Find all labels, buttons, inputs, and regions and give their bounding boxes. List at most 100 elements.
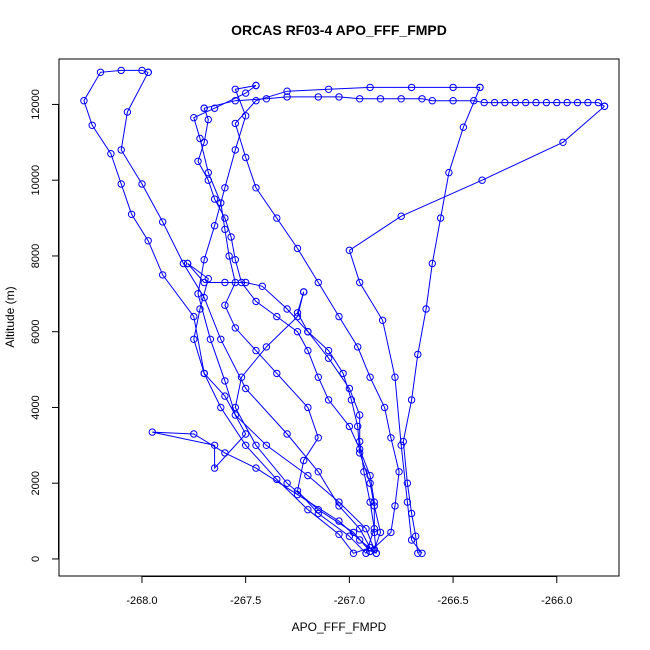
- data-point: [335, 498, 343, 506]
- data-point: [221, 225, 229, 234]
- data-point: [314, 509, 322, 518]
- data-point: [231, 403, 240, 412]
- data-point: [414, 549, 422, 557]
- data-point: [242, 441, 250, 449]
- y-tick-label: 0: [30, 556, 42, 562]
- data-point: [293, 244, 302, 253]
- data-point: [225, 252, 233, 260]
- data-point: [356, 437, 364, 446]
- y-axis-title: Altitude (m): [3, 286, 17, 347]
- data-point: [283, 430, 291, 438]
- data-point: [366, 83, 374, 92]
- x-axis-title: APO_FFF_FMPD: [292, 620, 387, 634]
- data-point: [194, 290, 202, 298]
- data-point: [459, 123, 468, 131]
- series-profile-11: [231, 288, 374, 556]
- data-point: [117, 146, 125, 154]
- series-profile-9: [194, 81, 378, 554]
- data-point: [252, 97, 260, 105]
- data-point: [117, 66, 125, 75]
- data-point: [221, 392, 229, 400]
- data-point: [449, 97, 457, 105]
- data-point: [345, 532, 354, 540]
- data-point: [231, 256, 240, 264]
- data-point: [300, 456, 308, 465]
- data-point: [231, 119, 240, 128]
- data-point: [559, 138, 567, 147]
- data-point: [217, 403, 225, 412]
- data-point: [217, 199, 225, 207]
- series-line: [120, 72, 371, 548]
- data-point: [242, 384, 250, 393]
- data-point: [127, 210, 136, 219]
- data-point: [376, 95, 385, 103]
- data-point: [356, 449, 364, 457]
- x-tick-label: -267.5: [230, 595, 261, 607]
- x-tick-label: -266.5: [437, 595, 468, 607]
- data-point: [418, 95, 426, 103]
- data-point: [200, 369, 208, 378]
- data-point: [407, 509, 416, 518]
- data-point: [391, 502, 399, 510]
- data-point: [370, 525, 378, 533]
- data-point: [314, 434, 322, 442]
- data-point: [221, 278, 229, 287]
- y-tick-label: 12000: [30, 89, 42, 120]
- data-point: [204, 115, 213, 124]
- series-profile-2: [200, 93, 609, 112]
- data-point: [179, 259, 188, 268]
- data-point: [532, 98, 540, 107]
- series-line: [234, 291, 371, 552]
- data-point: [80, 97, 88, 105]
- data-point: [335, 93, 343, 101]
- series-profile-1: [345, 102, 609, 557]
- data-point: [200, 256, 208, 264]
- data-point: [273, 369, 281, 378]
- data-point: [242, 89, 250, 97]
- data-point: [144, 237, 152, 245]
- series-profile-8: [190, 81, 370, 557]
- data-point: [293, 312, 302, 321]
- data-point: [403, 479, 412, 487]
- data-point: [231, 324, 240, 332]
- data-point: [387, 528, 395, 537]
- data-point: [436, 214, 445, 222]
- data-point: [314, 93, 322, 101]
- data-point: [391, 373, 399, 381]
- data-point: [366, 471, 374, 480]
- data-point: [204, 275, 213, 283]
- data-point: [210, 464, 219, 472]
- data-point: [324, 85, 333, 94]
- data-point: [300, 288, 308, 296]
- data-point: [200, 278, 208, 287]
- data-point: [412, 532, 420, 540]
- data-point: [600, 102, 609, 111]
- data-point: [196, 305, 204, 313]
- series-profile-13: [399, 83, 484, 557]
- data-point: [293, 487, 302, 495]
- data-point: [221, 184, 229, 192]
- data-point: [407, 396, 416, 404]
- data-point: [345, 246, 354, 255]
- data-point: [345, 422, 354, 431]
- data-point: [356, 536, 364, 544]
- data-point: [273, 312, 281, 321]
- data-point: [252, 464, 260, 472]
- data-point: [362, 549, 370, 557]
- data-point: [273, 214, 281, 222]
- data-point: [511, 98, 519, 107]
- data-point: [237, 373, 246, 381]
- data-point: [148, 428, 157, 436]
- data-point: [324, 396, 333, 404]
- data-point: [476, 83, 484, 92]
- data-point: [563, 98, 571, 107]
- data-point: [194, 157, 202, 166]
- y-tick-label: 6000: [30, 319, 42, 343]
- data-point: [370, 502, 378, 510]
- data-point: [159, 218, 167, 226]
- y-tick-label: 4000: [30, 395, 42, 419]
- data-point: [273, 475, 281, 484]
- series-line: [193, 85, 367, 554]
- data-point: [88, 121, 96, 130]
